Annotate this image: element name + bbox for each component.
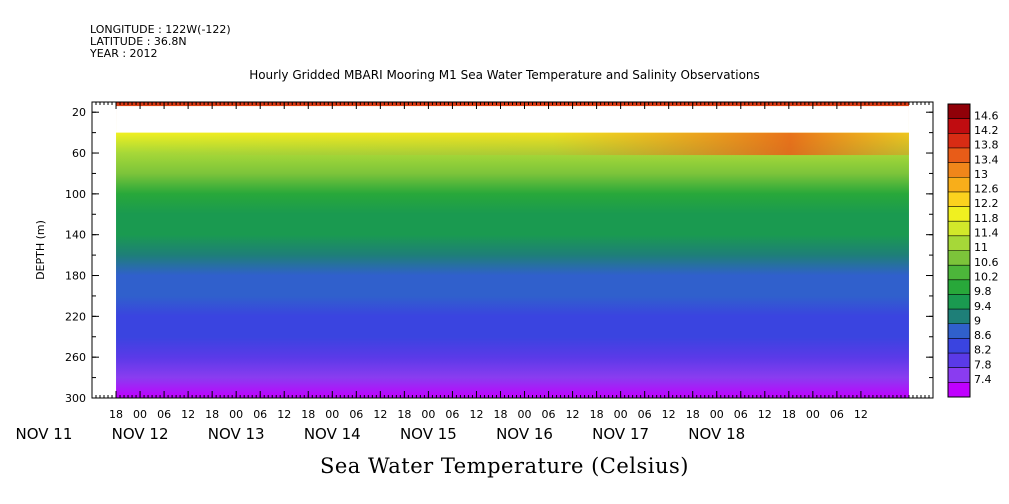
colorbar-swatch <box>948 353 970 369</box>
colorbar-swatch <box>948 221 970 237</box>
colorbar-swatch <box>948 206 970 222</box>
colorbar-swatch <box>948 367 970 383</box>
colorbar-swatch <box>948 294 970 310</box>
colorbar-label: 14.2 <box>974 124 999 137</box>
colorbar-swatch <box>948 104 970 120</box>
x-tick-label: 18 <box>493 408 507 421</box>
x-tick-label: 00 <box>133 408 147 421</box>
x-day-label: NOV 12 <box>112 425 169 443</box>
x-tick-label: 18 <box>301 408 315 421</box>
colorbar-label: 12.2 <box>974 197 999 210</box>
colorbar-label: 10.6 <box>974 256 999 269</box>
x-day-label: NOV 11 <box>15 425 72 443</box>
colorbar-label: 8.6 <box>974 329 992 342</box>
colorbar-swatch <box>948 118 970 134</box>
x-tick-label: 00 <box>325 408 339 421</box>
y-tick-label: 300 <box>65 392 86 405</box>
colorbar-swatch <box>948 279 970 295</box>
x-tick-label: 06 <box>542 408 556 421</box>
colorbar-swatch <box>948 147 970 164</box>
x-tick-label: 18 <box>782 408 796 421</box>
colorbar-swatch <box>948 382 970 398</box>
x-tick-label: 06 <box>349 408 363 421</box>
colorbar-swatch <box>948 265 970 281</box>
y-tick-label: 20 <box>72 106 86 119</box>
x-tick-label: 18 <box>397 408 411 421</box>
y-tick-label: 220 <box>65 310 86 323</box>
x-tick-label: 06 <box>638 408 652 421</box>
colorbar-label: 13 <box>974 168 988 181</box>
y-tick-label: 140 <box>65 229 86 242</box>
colorbar-swatch <box>948 323 970 339</box>
chart-title: Hourly Gridded MBARI Mooring M1 Sea Wate… <box>249 68 760 82</box>
colorbar-label: 12.6 <box>974 183 999 196</box>
x-day-label: NOV 14 <box>304 425 361 443</box>
colorbar-label: 7.4 <box>974 373 992 386</box>
x-day-label: NOV 13 <box>208 425 265 443</box>
colorbar-swatch <box>948 162 970 178</box>
colorbar-label: 11.4 <box>974 227 999 240</box>
x-day-label: NOV 16 <box>496 425 553 443</box>
x-day-label: NOV 18 <box>688 425 745 443</box>
x-day-label: NOV 15 <box>400 425 457 443</box>
colorbar-swatch <box>948 191 970 208</box>
colorbar-label: 7.8 <box>974 358 992 371</box>
colorbar-swatch <box>948 309 970 325</box>
x-tick-label: 18 <box>686 408 700 421</box>
colorbar-label: 14.6 <box>974 109 999 122</box>
colorbar-label: 11 <box>974 241 988 254</box>
x-tick-label: 12 <box>566 408 580 421</box>
x-tick-label: 06 <box>445 408 459 421</box>
x-tick-label: 06 <box>157 408 171 421</box>
longitude-label: LONGITUDE : 122W(-122) <box>90 23 231 36</box>
x-tick-label: 12 <box>662 408 676 421</box>
y-tick-label: 180 <box>65 270 86 283</box>
y-tick-label: 60 <box>72 147 86 160</box>
colorbar-label: 9.8 <box>974 285 992 298</box>
x-tick-label: 12 <box>373 408 387 421</box>
x-tick-label: 06 <box>734 408 748 421</box>
y-tick-label: 100 <box>65 188 86 201</box>
colorbar-label: 11.8 <box>974 212 999 225</box>
x-tick-label: 00 <box>614 408 628 421</box>
x-tick-label: 12 <box>181 408 195 421</box>
x-tick-label: 06 <box>830 408 844 421</box>
colorbar-label: 9.4 <box>974 300 992 313</box>
y-tick-label: 260 <box>65 351 86 364</box>
x-tick-label: 00 <box>229 408 243 421</box>
colorbar-label: 9 <box>974 314 981 327</box>
x-tick-label: 00 <box>421 408 435 421</box>
colorbar-swatch <box>948 133 970 149</box>
colorbar-swatch <box>948 250 970 266</box>
colorbar-label: 13.4 <box>974 153 999 166</box>
year-label: YEAR : 2012 <box>90 47 158 60</box>
x-tick-label: 18 <box>590 408 604 421</box>
x-tick-label: 00 <box>806 408 820 421</box>
colorbar-swatch <box>948 338 970 354</box>
colorbar-label: 10.2 <box>974 270 999 283</box>
x-tick-label: 18 <box>205 408 219 421</box>
colorbar-label: 13.8 <box>974 139 999 152</box>
colorbar-variable-title: Sea Water Temperature (Celsius) <box>319 454 689 478</box>
x-tick-label: 06 <box>253 408 267 421</box>
warm-surface-anomaly <box>116 132 909 156</box>
x-tick-label: 12 <box>758 408 772 421</box>
x-tick-label: 12 <box>469 408 483 421</box>
x-tick-label: 12 <box>277 408 291 421</box>
x-day-label: NOV 17 <box>592 425 649 443</box>
y-axis-label: DEPTH (m) <box>34 220 47 280</box>
colorbar-label: 8.2 <box>974 344 992 357</box>
colorbar-swatch <box>948 235 970 251</box>
latitude-label: LATITUDE : 36.8N <box>90 35 187 48</box>
colorbar-swatch <box>948 177 970 193</box>
x-tick-label: 18 <box>109 408 123 421</box>
no-data-band <box>116 106 909 133</box>
x-tick-label: 00 <box>710 408 724 421</box>
x-tick-label: 12 <box>854 408 868 421</box>
x-tick-label: 00 <box>518 408 532 421</box>
